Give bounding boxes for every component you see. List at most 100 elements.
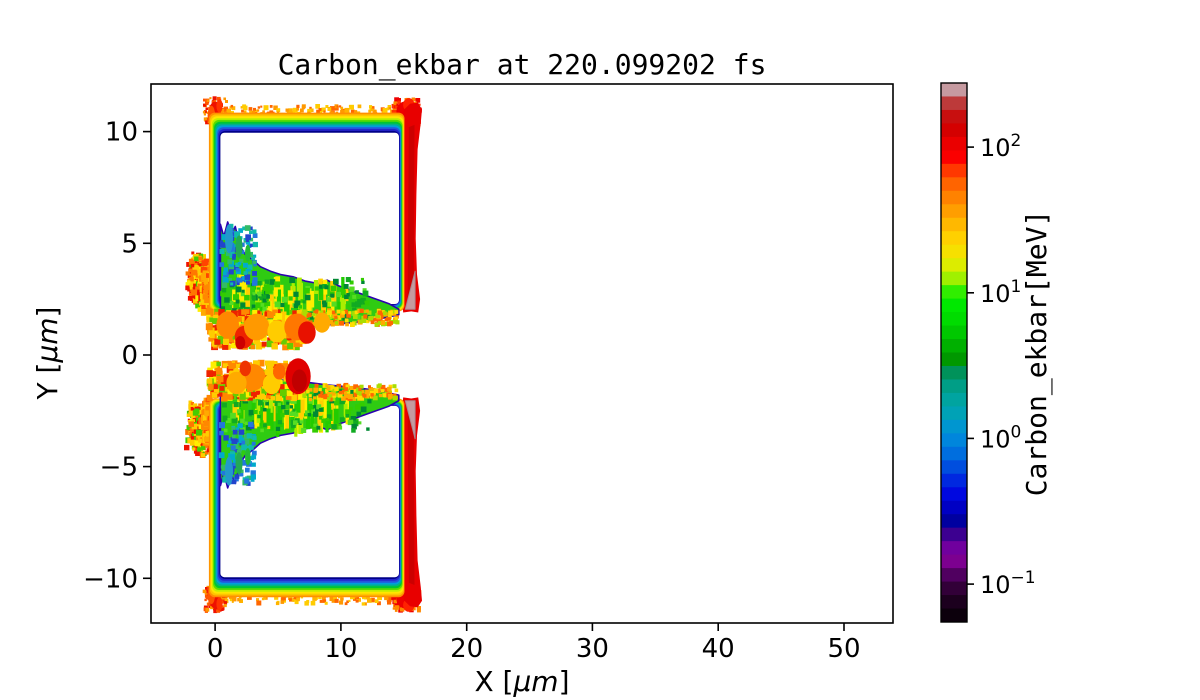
outer-edge-speckle — [263, 596, 266, 600]
left-spray-speckle — [202, 294, 208, 300]
gap-fringe-speckle — [222, 343, 229, 350]
plume-texture — [248, 444, 254, 450]
plume-texture — [310, 316, 314, 320]
gap-fringe-speckle — [281, 311, 287, 317]
y-axis-label-pre: Y [ — [31, 363, 64, 401]
plume-texture — [312, 426, 318, 433]
colorbar-swatch — [941, 514, 967, 529]
colorbar-swatch — [941, 352, 967, 367]
plume-texture — [221, 234, 228, 240]
plume-drip — [225, 224, 233, 254]
colorbar-swatch — [941, 109, 967, 124]
gap-fringe-speckle — [352, 397, 357, 401]
plume-texture — [239, 258, 244, 264]
gap-fringe-speckle — [312, 312, 316, 317]
gap-fringe-speckle — [218, 309, 225, 316]
outer-edge-speckle — [307, 108, 312, 114]
outer-edge-speckle — [321, 595, 326, 600]
gap-fringe-speckle — [384, 317, 388, 322]
corner-speckle — [223, 601, 228, 605]
outer-edge-speckle — [322, 599, 327, 603]
plume-texture — [232, 429, 238, 435]
left-spray-speckle — [185, 282, 191, 288]
outer-edge-speckle — [286, 110, 291, 114]
outer-edge-speckle — [315, 104, 320, 109]
plume-texture — [345, 277, 351, 283]
plume-drip — [225, 456, 233, 486]
plume-texture — [262, 294, 267, 299]
plume-texture — [321, 419, 326, 423]
colorbar-swatch — [941, 231, 967, 246]
plume-texture — [235, 286, 242, 293]
gap-fringe-speckle — [230, 342, 236, 349]
plume-texture — [263, 423, 267, 428]
plume-texture — [280, 302, 285, 308]
corner-speckle — [394, 97, 399, 103]
plume-texture — [253, 260, 257, 264]
outer-edge-speckle — [264, 596, 268, 600]
x-axis-ticks: 0 10 20 30 40 50 — [207, 623, 861, 664]
hot-blob — [239, 360, 251, 377]
corner-speckle — [202, 111, 206, 114]
outer-edge-speckle — [344, 109, 349, 114]
gap-fringe-speckle — [236, 363, 241, 368]
gap-fringe-speckle — [211, 318, 218, 324]
plume-texture — [342, 399, 346, 403]
gap-fringe-speckle — [275, 313, 283, 320]
gap-fringe-speckle — [365, 389, 370, 395]
plume-texture — [218, 452, 225, 459]
gap-fringe-speckle — [325, 390, 329, 394]
hot-blob — [291, 369, 307, 392]
x-axis-label-post: ] — [559, 665, 570, 698]
left-spray-speckle — [191, 416, 195, 420]
plume-texture — [223, 428, 228, 433]
left-spray-speckle — [187, 296, 193, 301]
gap-fringe-speckle — [261, 335, 267, 341]
gap-fringe-speckle — [224, 376, 230, 382]
plume-texture — [330, 285, 336, 291]
plume-texture — [316, 425, 321, 430]
outer-edge-speckle — [229, 106, 233, 109]
corner-speckle — [204, 598, 207, 602]
hot-blob — [244, 313, 270, 341]
plume-texture — [269, 394, 273, 413]
plume-texture — [310, 405, 315, 429]
gap-fringe-speckle — [208, 329, 215, 336]
left-spray-speckle — [194, 256, 199, 262]
plume-texture — [277, 402, 281, 406]
gap-fringe-speckle — [394, 310, 399, 314]
gap-fringe-speckle — [330, 322, 335, 327]
corner-speckle — [415, 98, 421, 103]
gap-fringe-speckle — [377, 310, 383, 315]
plume-texture — [237, 410, 242, 416]
corner-speckle — [212, 96, 217, 101]
outer-edge-speckle — [296, 597, 300, 602]
gap-fringe-speckle — [353, 384, 358, 390]
left-spray-speckle — [198, 424, 203, 429]
plume-texture — [289, 405, 293, 409]
plume-texture — [252, 233, 258, 238]
plume-texture — [280, 412, 285, 418]
left-spray-speckle — [197, 289, 202, 294]
gap-fringe-speckle — [380, 386, 385, 391]
plume-texture — [257, 414, 261, 419]
colorbar-tick-base: 10 — [980, 571, 1011, 599]
outer-edge-speckle — [374, 599, 379, 603]
plume-texture — [241, 289, 245, 293]
left-spray-speckle — [185, 271, 190, 276]
outer-edge-speckle — [274, 595, 279, 600]
gap-fringe-speckle — [341, 396, 346, 401]
plume-texture — [219, 262, 225, 267]
left-spray-speckle — [194, 440, 201, 447]
left-spray-speckle — [186, 262, 192, 267]
gap-fringe-speckle — [285, 394, 292, 400]
plume-texture — [235, 280, 240, 285]
gap-fringe-speckle — [284, 384, 289, 389]
gap-fringe-speckle — [365, 309, 369, 313]
center-blobs — [216, 311, 331, 395]
plume-texture — [233, 302, 240, 308]
plume-texture — [285, 428, 290, 433]
corner-speckle — [391, 109, 397, 115]
plume-texture — [314, 286, 319, 291]
outer-edge-speckle — [384, 595, 389, 601]
